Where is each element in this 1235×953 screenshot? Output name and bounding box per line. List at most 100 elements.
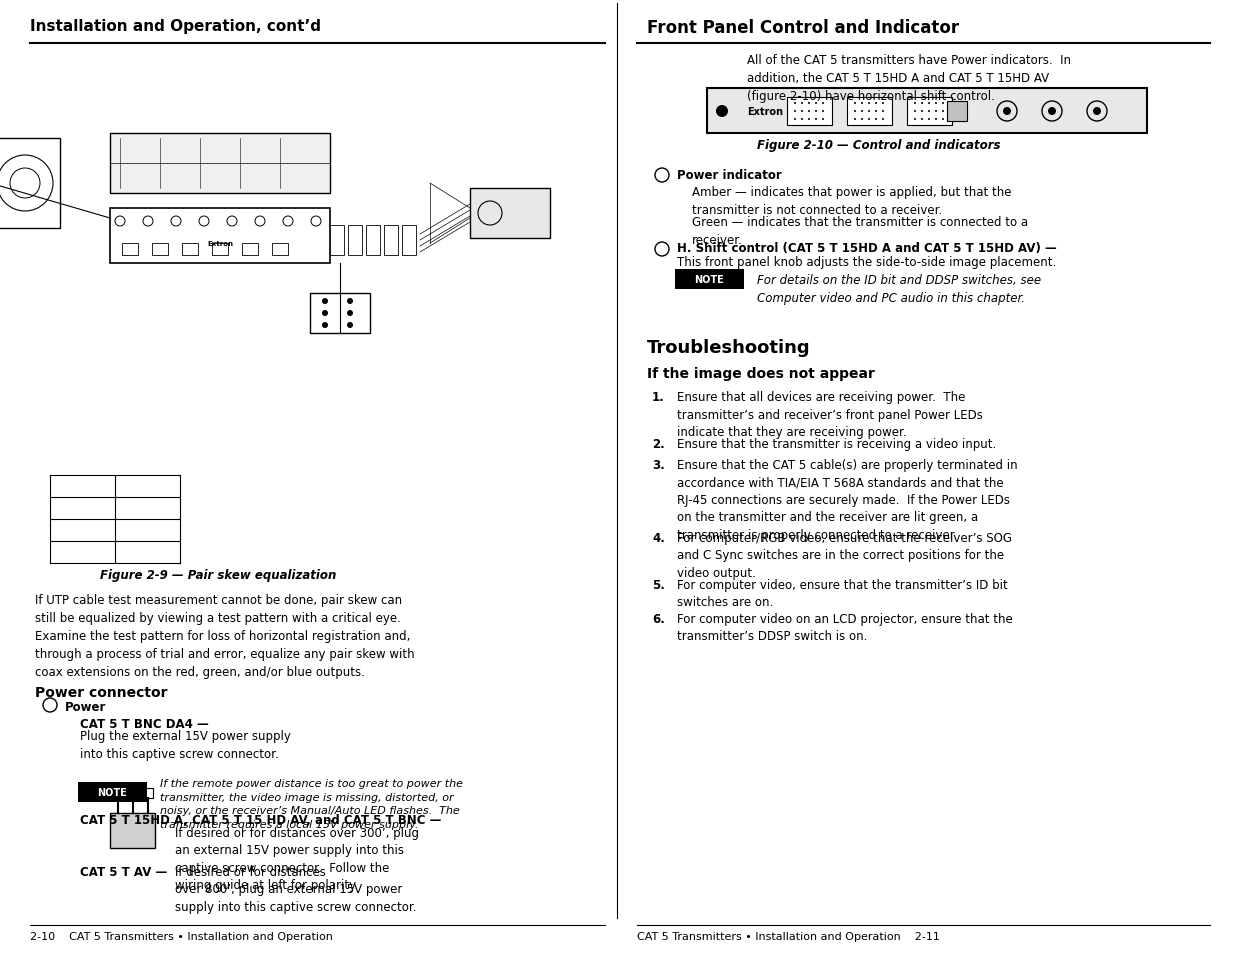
FancyBboxPatch shape	[403, 226, 416, 255]
FancyBboxPatch shape	[182, 244, 198, 255]
Text: For details on the ID bit and DDSP switches, see
Computer video and PC audio in : For details on the ID bit and DDSP switc…	[757, 274, 1041, 305]
Circle shape	[794, 119, 797, 121]
Circle shape	[921, 119, 923, 121]
Circle shape	[716, 106, 727, 118]
FancyBboxPatch shape	[152, 244, 168, 255]
Circle shape	[347, 323, 353, 329]
Text: Figure 2-9 — Pair skew equalization: Figure 2-9 — Pair skew equalization	[100, 568, 336, 581]
Text: If UTP cable test measurement cannot be done, pair skew can
still be equalized b: If UTP cable test measurement cannot be …	[35, 594, 415, 679]
Circle shape	[853, 119, 856, 121]
FancyBboxPatch shape	[906, 98, 952, 126]
Text: If the image does not appear: If the image does not appear	[647, 367, 874, 380]
Text: CAT 5 T AV —: CAT 5 T AV —	[80, 865, 167, 878]
Text: 5.: 5.	[652, 578, 664, 592]
Text: For computer video on an LCD projector, ensure that the
transmitter’s DDSP switc: For computer video on an LCD projector, …	[677, 613, 1013, 643]
FancyBboxPatch shape	[272, 244, 288, 255]
Text: If desired or for distances over 300’, plug
an external 15V power supply into th: If desired or for distances over 300’, p…	[175, 826, 419, 892]
Text: 2.: 2.	[652, 437, 664, 451]
Text: Ensure that the transmitter is receiving a video input.: Ensure that the transmitter is receiving…	[677, 437, 997, 451]
FancyBboxPatch shape	[122, 244, 138, 255]
Circle shape	[823, 103, 824, 105]
Circle shape	[914, 103, 916, 105]
FancyBboxPatch shape	[310, 294, 370, 334]
Circle shape	[868, 111, 869, 112]
Text: Plug the external 15V power supply
into this captive screw connector.: Plug the external 15V power supply into …	[80, 729, 291, 760]
Text: All of the CAT 5 transmitters have Power indicators.  In
addition, the CAT 5 T 1: All of the CAT 5 transmitters have Power…	[747, 54, 1071, 103]
Text: Power: Power	[65, 700, 106, 713]
Circle shape	[808, 119, 810, 121]
Text: Figure 2-10 — Control and indicators: Figure 2-10 — Control and indicators	[757, 139, 1000, 152]
Circle shape	[808, 111, 810, 112]
FancyBboxPatch shape	[471, 189, 550, 239]
Circle shape	[935, 111, 937, 112]
FancyBboxPatch shape	[847, 98, 892, 126]
FancyBboxPatch shape	[330, 226, 345, 255]
FancyBboxPatch shape	[787, 98, 832, 126]
Text: 6.: 6.	[652, 613, 664, 625]
Circle shape	[322, 298, 329, 305]
Circle shape	[823, 119, 824, 121]
Text: CAT 5 T BNC DA4 —: CAT 5 T BNC DA4 —	[80, 718, 209, 730]
Circle shape	[347, 298, 353, 305]
Circle shape	[802, 111, 803, 112]
Circle shape	[942, 103, 944, 105]
Circle shape	[853, 111, 856, 112]
Circle shape	[853, 103, 856, 105]
Circle shape	[861, 119, 863, 121]
Text: Front Panel Control and Indicator: Front Panel Control and Indicator	[647, 19, 960, 37]
Circle shape	[1049, 108, 1056, 116]
FancyBboxPatch shape	[242, 244, 258, 255]
FancyBboxPatch shape	[676, 270, 743, 290]
Circle shape	[914, 111, 916, 112]
Circle shape	[815, 119, 818, 121]
Text: 2-10    CAT 5 Transmitters • Installation and Operation: 2-10 CAT 5 Transmitters • Installation a…	[30, 931, 333, 941]
Text: If the remote power distance is too great to power the
transmitter, the video im: If the remote power distance is too grea…	[161, 779, 463, 829]
FancyBboxPatch shape	[110, 133, 330, 193]
Circle shape	[322, 323, 329, 329]
Text: 4.: 4.	[652, 532, 664, 544]
Circle shape	[861, 103, 863, 105]
Text: If desired or for distances
over 800’, plug an external 15V power
supply into th: If desired or for distances over 800’, p…	[175, 865, 416, 913]
Circle shape	[794, 111, 797, 112]
FancyBboxPatch shape	[212, 244, 228, 255]
Circle shape	[935, 119, 937, 121]
Circle shape	[347, 311, 353, 316]
Circle shape	[802, 103, 803, 105]
Circle shape	[882, 111, 884, 112]
Text: Extron: Extron	[747, 107, 783, 117]
Text: 3.: 3.	[652, 458, 664, 472]
Circle shape	[868, 103, 869, 105]
Circle shape	[861, 111, 863, 112]
Circle shape	[921, 111, 923, 112]
Circle shape	[914, 119, 916, 121]
FancyBboxPatch shape	[78, 782, 147, 802]
Circle shape	[876, 119, 877, 121]
Circle shape	[942, 111, 944, 112]
Text: For computer/RGB video, ensure that the receiver’s SOG
and C Sync switches are i: For computer/RGB video, ensure that the …	[677, 532, 1011, 579]
Circle shape	[921, 103, 923, 105]
FancyBboxPatch shape	[384, 226, 398, 255]
Circle shape	[1003, 108, 1011, 116]
Text: For computer video, ensure that the transmitter’s ID bit
switches are on.: For computer video, ensure that the tran…	[677, 578, 1008, 609]
Text: Troubleshooting: Troubleshooting	[647, 338, 810, 356]
Text: Installation and Operation, cont’d: Installation and Operation, cont’d	[30, 19, 321, 34]
FancyBboxPatch shape	[706, 89, 1147, 133]
FancyBboxPatch shape	[110, 209, 330, 264]
Circle shape	[882, 119, 884, 121]
Circle shape	[794, 103, 797, 105]
Circle shape	[876, 111, 877, 112]
Circle shape	[876, 103, 877, 105]
Circle shape	[815, 103, 818, 105]
Text: 1.: 1.	[652, 391, 664, 403]
Text: NOTE: NOTE	[98, 787, 127, 797]
Text: Amber — indicates that power is applied, but that the
transmitter is not connect: Amber — indicates that power is applied,…	[692, 186, 1011, 216]
Circle shape	[882, 103, 884, 105]
Circle shape	[927, 111, 930, 112]
Circle shape	[322, 311, 329, 316]
Text: This front panel knob adjusts the side-to-side image placement.: This front panel knob adjusts the side-t…	[677, 255, 1056, 269]
Text: Green — indicates that the transmitter is connected to a
receiver.: Green — indicates that the transmitter i…	[692, 215, 1028, 247]
FancyBboxPatch shape	[947, 102, 967, 122]
Circle shape	[823, 111, 824, 112]
Text: H. Shift control (CAT 5 T 15HD A and CAT 5 T 15HD AV) —: H. Shift control (CAT 5 T 15HD A and CAT…	[677, 242, 1057, 254]
Text: NOTE: NOTE	[694, 274, 724, 285]
